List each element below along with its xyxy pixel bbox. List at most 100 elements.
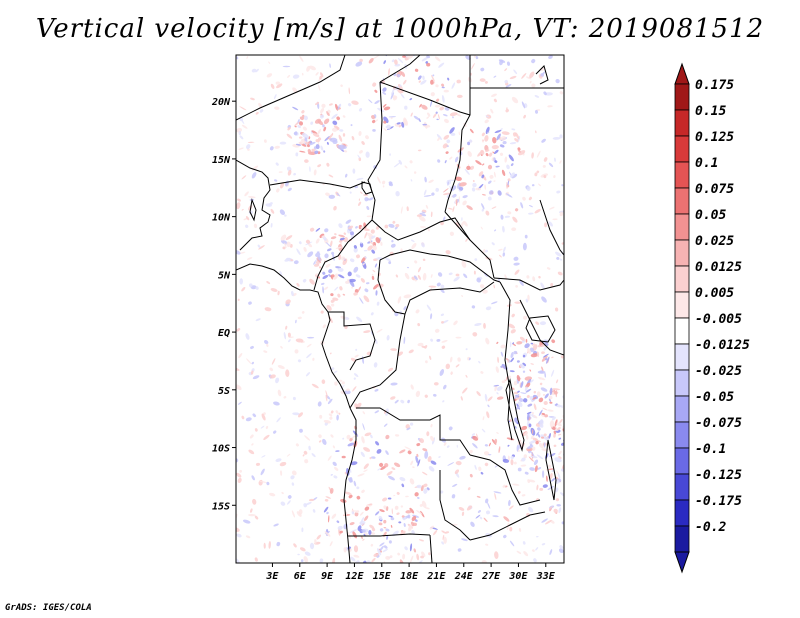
field-speckle bbox=[488, 190, 494, 195]
border-chad-libya bbox=[379, 81, 471, 116]
field-speckle bbox=[240, 118, 245, 125]
field-speckle bbox=[411, 515, 417, 522]
field-speckle bbox=[528, 423, 532, 428]
field-speckle bbox=[478, 466, 482, 471]
field-speckle bbox=[533, 403, 537, 411]
field-speckle bbox=[317, 128, 321, 135]
field-speckle bbox=[527, 403, 533, 407]
field-speckle bbox=[482, 248, 486, 254]
field-speckle bbox=[284, 214, 287, 217]
field-speckle bbox=[283, 395, 287, 399]
field-speckle bbox=[513, 256, 519, 261]
field-speckle bbox=[285, 369, 290, 377]
field-speckle bbox=[553, 430, 556, 435]
field-speckle bbox=[343, 232, 347, 235]
field-speckle bbox=[323, 150, 326, 153]
field-speckle bbox=[556, 256, 560, 260]
field-speckle bbox=[434, 328, 440, 333]
field-speckle bbox=[461, 217, 463, 221]
field-speckle bbox=[360, 278, 365, 283]
field-speckle bbox=[390, 117, 393, 120]
field-speckle bbox=[510, 357, 515, 363]
field-speckle bbox=[517, 490, 521, 494]
colorbar-label: -0.025 bbox=[695, 364, 742, 379]
field-speckle bbox=[513, 69, 518, 75]
field-speckle bbox=[343, 150, 348, 153]
field-speckle bbox=[527, 445, 534, 450]
field-speckle bbox=[498, 446, 501, 454]
field-speckle bbox=[514, 393, 520, 400]
field-speckle bbox=[442, 400, 445, 403]
field-speckle bbox=[477, 150, 484, 157]
field-speckle bbox=[540, 282, 545, 289]
field-speckle bbox=[559, 258, 563, 261]
field-speckle bbox=[373, 283, 379, 290]
field-speckle bbox=[486, 131, 490, 134]
field-speckle bbox=[430, 79, 434, 85]
field-speckle bbox=[268, 61, 271, 64]
field-speckle bbox=[536, 150, 541, 158]
field-speckle bbox=[514, 138, 519, 142]
lon-tick-label: 21E bbox=[426, 571, 446, 582]
field-speckle bbox=[431, 192, 435, 196]
field-speckle bbox=[536, 454, 544, 460]
field-speckle bbox=[417, 149, 422, 152]
field-speckle bbox=[462, 200, 467, 206]
field-speckle bbox=[304, 435, 311, 441]
field-speckle bbox=[417, 75, 422, 80]
colorbar-label: 0.1 bbox=[695, 156, 718, 171]
field-speckle bbox=[505, 84, 512, 88]
field-speckle bbox=[500, 136, 507, 141]
field-speckle bbox=[269, 146, 274, 151]
field-speckle bbox=[536, 484, 539, 491]
field-speckle bbox=[556, 504, 561, 507]
field-speckle bbox=[440, 221, 444, 226]
field-speckle bbox=[290, 475, 295, 480]
field-speckle bbox=[346, 388, 350, 392]
field-speckle bbox=[407, 55, 414, 59]
field-speckle bbox=[532, 549, 535, 552]
field-speckle bbox=[413, 115, 420, 121]
field-speckle bbox=[357, 154, 361, 159]
field-speckle bbox=[348, 565, 350, 567]
field-speckle bbox=[445, 250, 451, 255]
field-speckle bbox=[454, 156, 459, 163]
field-speckle bbox=[263, 542, 266, 549]
field-speckle bbox=[548, 55, 553, 60]
field-speckle bbox=[366, 215, 373, 218]
field-speckle bbox=[379, 462, 384, 467]
colorbar-label: -0.175 bbox=[695, 494, 742, 509]
field-speckle bbox=[354, 512, 359, 517]
field-speckle bbox=[451, 82, 456, 89]
field-speckle bbox=[313, 169, 317, 176]
field-speckle bbox=[514, 417, 518, 423]
field-speckle bbox=[504, 68, 508, 72]
field-speckle bbox=[447, 181, 449, 186]
lon-tick-label: 24E bbox=[454, 571, 474, 582]
field-speckle bbox=[557, 426, 561, 431]
lat-tick-label: EQ bbox=[218, 328, 230, 339]
field-speckle bbox=[362, 560, 367, 563]
field-speckle bbox=[241, 415, 245, 420]
field-speckle bbox=[543, 400, 548, 406]
field-speckle bbox=[375, 237, 381, 244]
field-speckle bbox=[540, 436, 545, 439]
field-speckle bbox=[508, 505, 514, 510]
colorbar-box bbox=[674, 369, 690, 397]
field-speckle bbox=[441, 541, 444, 545]
border-nigeria-cameroon bbox=[313, 219, 373, 291]
map-background bbox=[236, 55, 564, 563]
field-speckle bbox=[449, 127, 455, 134]
field-speckle bbox=[326, 141, 329, 145]
lake-chad bbox=[361, 181, 373, 195]
field-speckle bbox=[502, 225, 505, 233]
field-speckle bbox=[350, 556, 356, 562]
field-speckle bbox=[391, 87, 395, 94]
colorbar-label: 0.0125 bbox=[695, 260, 742, 275]
field-speckle bbox=[499, 59, 504, 66]
lat-tick-label: 5S bbox=[218, 386, 230, 397]
field-speckle bbox=[320, 310, 324, 314]
field-speckle bbox=[470, 521, 475, 527]
colorbar-label: 0.175 bbox=[695, 78, 734, 93]
field-speckle bbox=[466, 165, 471, 171]
